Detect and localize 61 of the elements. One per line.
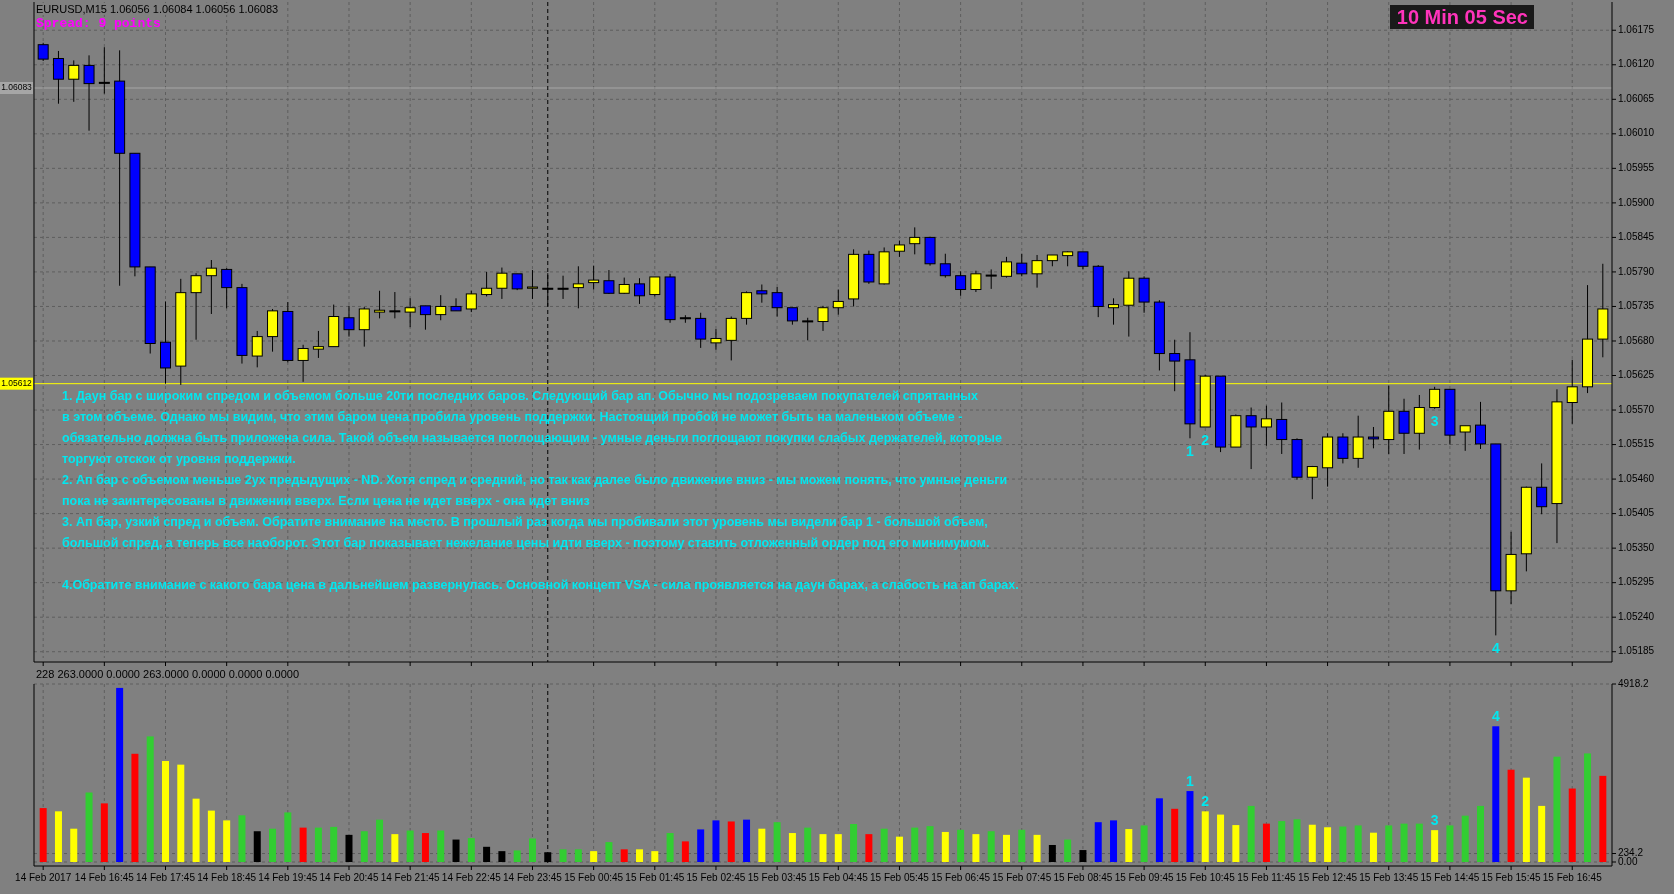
annotation: 4 (1491, 707, 1500, 724)
y-tick-label: 1.05955 (1618, 161, 1655, 173)
annotation: 1 (1186, 442, 1195, 459)
x-tick-label: 14 Feb 19:45 (258, 872, 318, 883)
text: 1. Даун бар с широким спредом и объемом больше 20ти последних баров. Следующий бар ап. Обычно мы подозреваем покупателей спрятанных в этом объеме. Однако мы видим, что этим баром цена пробила уровень поддержки. Настоящий пробой не может быть на маленьком объеме - обязательно должна быть приложена сила. Такой объем называется поглощающим - умные деньги поглощают покупки слабых держателей, которые торгуют отскок от уровня поддержки. 2. Ап бар с объемом меньше 2ух предыдущих - ND. Хотя спред и средний, но так как далее было движение вниз - мы можем понять, что умные деньги пока не заинтересованы в движении вверх. Если цена не идет вверх - она идет вниз 3. Ап бар, узкий спред и объем. Обратите внимание на место. В прошлый раз когда мы пробивали этот уровень мы видели бар 1 - большой объем, большой спред, а теперь все наоборот. Этот бар показывает нежелание цены идти вверх - поэтому ставить отложенный ордер под его минимумом. 4.Обратите внимание с какого бара цена в дальнейшем развернулась. Основной концепт VSA - сила проявляется на даун барах, а слабость на ап барах. (62, 389, 1019, 592)
x-tick-label: 15 Feb 00:45 (564, 872, 624, 883)
y-tick-label: 1.06065 (1618, 92, 1655, 104)
x-tick-label: 14 Feb 18:45 (197, 872, 257, 883)
x-tick-label: 14 Feb 16:45 (74, 872, 135, 883)
y-tick-label: 1.06175 (1618, 23, 1655, 35)
y-tick-label: 1.06010 (1618, 127, 1655, 139)
text: Spread: 9 points (36, 16, 162, 31)
chart-title: EURUSD,M15 1.06056 1.06084 1.06056 1.06083 (36, 3, 279, 15)
x-tick-label: 15 Feb 06:45 (931, 872, 991, 883)
y-tick-label: 1.05900 (1618, 196, 1655, 208)
x-tick-label: 15 Feb 12:45 (1298, 872, 1358, 883)
y-tick-label: 1.05735 (1618, 300, 1655, 312)
y-tick-label: 1.05625 (1618, 369, 1655, 381)
x-tick-label: 14 Feb 21:45 (380, 872, 441, 883)
y-tick-label: 1.05185 (1618, 645, 1655, 657)
chart-title: 228 263.0000 0.0000 263.0000 0.0000 0.0000 0.0000 (36, 668, 300, 680)
y-tick-label: 1.05295 (1618, 576, 1655, 588)
x-tick-label: 15 Feb 05:45 (869, 872, 930, 883)
y-tick-label: 1.05680 (1618, 334, 1655, 346)
x-tick-label: 14 Feb 17:45 (136, 872, 196, 883)
x-tick-label: 14 Feb 20:45 (319, 872, 379, 883)
x-tick-label: 15 Feb 04:45 (808, 872, 869, 883)
annotation: 3 (1430, 811, 1439, 828)
x-tick-label: 14 Feb 22:45 (441, 872, 502, 883)
annotation: 10 Min 05 Sec (1396, 6, 1528, 28)
y-tick-label: 1.05845 (1618, 231, 1655, 243)
annotation: 3 (1430, 413, 1439, 430)
y-tick-label: 1.05350 (1618, 541, 1655, 553)
x-tick-label: 15 Feb 01:45 (625, 872, 685, 883)
y-tick-label: 1.06120 (1618, 58, 1655, 70)
y-tick-label: 1.05515 (1618, 438, 1655, 450)
x-tick-label: 15 Feb 10:45 (1175, 872, 1236, 883)
x-tick-label: 14 Feb 2017 (15, 872, 72, 883)
x-tick-label: 15 Feb 03:45 (747, 872, 808, 883)
x-tick-label: 15 Feb 08:45 (1053, 872, 1113, 883)
x-tick-label: 15 Feb 13:45 (1359, 872, 1419, 883)
y-tick-label: 1.05240 (1618, 610, 1655, 622)
annotation: 2 (1201, 431, 1210, 448)
annotation: 2 (1201, 793, 1210, 810)
x-tick-label: 15 Feb 14:45 (1420, 872, 1480, 883)
ref-line-label: 1.06083 (1, 82, 33, 93)
x-tick-label: 15 Feb 02:45 (686, 872, 746, 883)
x-tick-label: 15 Feb 15:45 (1481, 872, 1541, 883)
annotation: 1 (1186, 772, 1195, 789)
y-tick-label: 1.05570 (1618, 403, 1655, 415)
y-tick-label: 1.05460 (1618, 472, 1655, 484)
x-tick-label: 14 Feb 23:45 (503, 872, 563, 883)
x-tick-label: 15 Feb 16:45 (1542, 872, 1603, 883)
y-tick-label: 1.05405 (1618, 507, 1655, 519)
x-tick-label: 15 Feb 09:45 (1114, 872, 1175, 883)
x-tick-label: 15 Feb 11:45 (1237, 872, 1296, 883)
x-tick-label: 15 Feb 07:45 (992, 872, 1052, 883)
ref-line-label: 1.05612 (1, 377, 33, 388)
y-tick-label: 4918.2 (1618, 677, 1650, 689)
annotation: 4 (1491, 640, 1500, 657)
y-tick-label: 1.05790 (1618, 265, 1655, 277)
